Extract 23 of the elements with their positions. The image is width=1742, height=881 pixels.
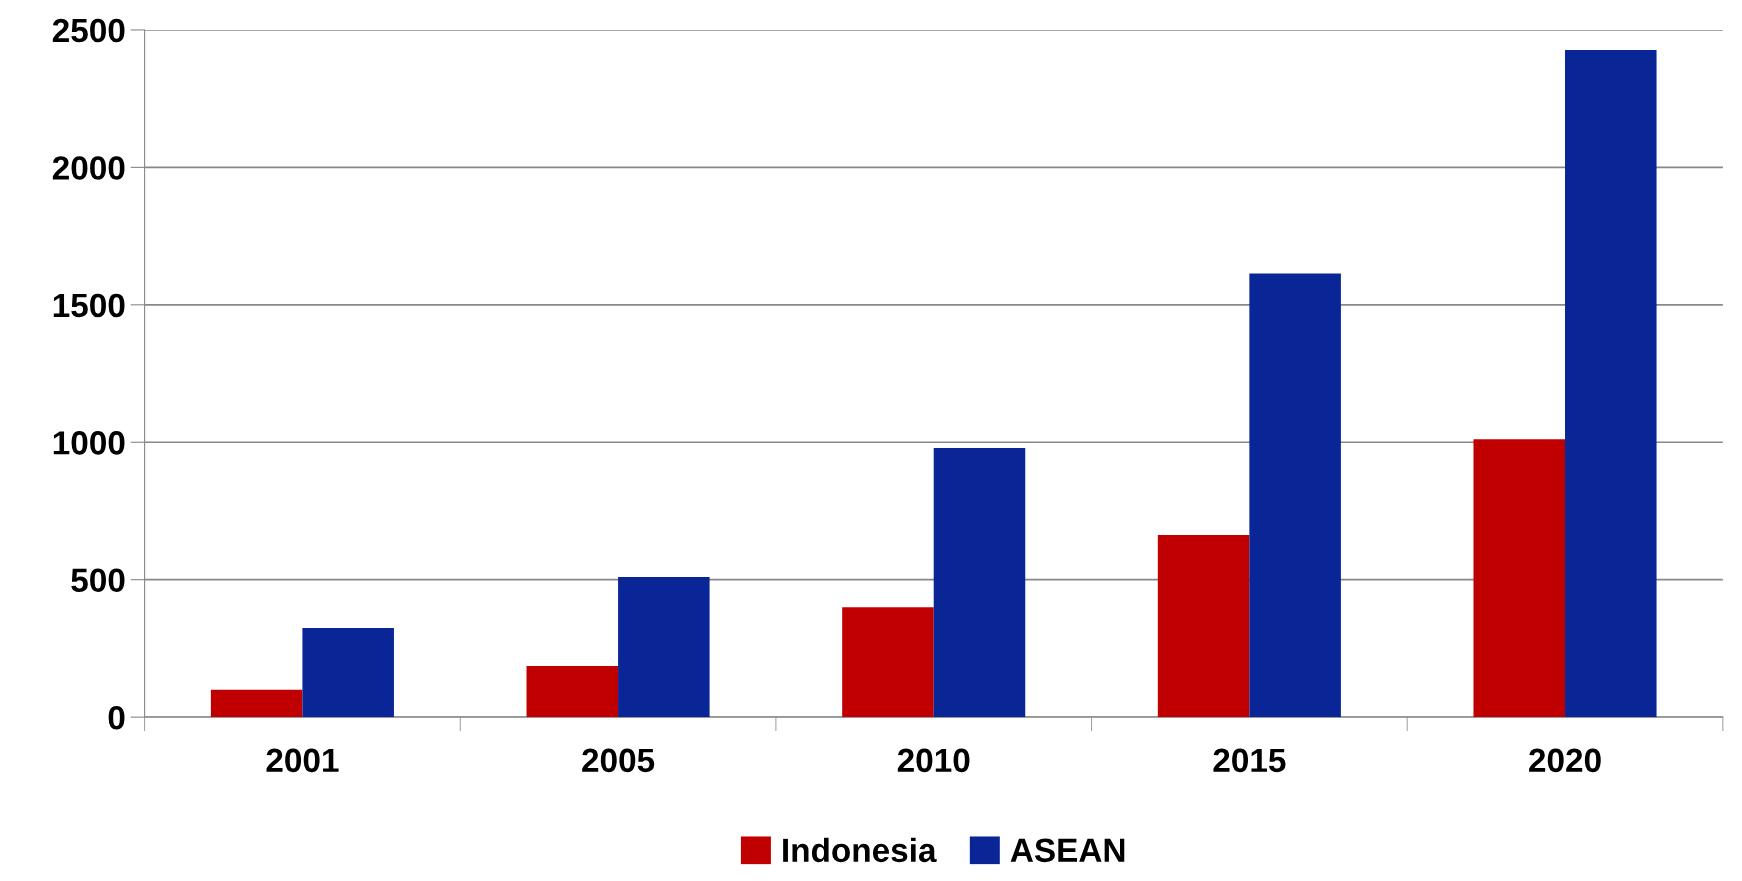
x-tick-label: 2005 — [582, 748, 655, 773]
bar — [842, 607, 934, 718]
bar — [1249, 273, 1341, 718]
y-tick-label: 0 — [108, 705, 125, 730]
y-tick-label: 500 — [71, 568, 125, 593]
y-tick-label: 2500 — [52, 18, 125, 43]
legend-label: ASEAN — [1010, 838, 1125, 863]
y-tick-label: 1000 — [53, 431, 125, 455]
bar — [1565, 50, 1657, 718]
bar — [210, 689, 303, 718]
bar — [1473, 439, 1566, 718]
y-tick-label: 2000 — [52, 156, 125, 180]
x-tick-label: 2001 — [266, 748, 339, 773]
bar — [933, 448, 1026, 718]
bar — [302, 628, 394, 718]
bar — [526, 666, 619, 718]
x-tick-label: 2010 — [897, 748, 970, 773]
x-tick-label: 2020 — [1529, 748, 1601, 773]
y-tick-label: 1500 — [53, 293, 125, 318]
legend-label: Indonesia — [783, 837, 937, 863]
bar — [618, 576, 710, 718]
x-tick-label: 2015 — [1213, 748, 1286, 773]
bar — [1157, 534, 1250, 718]
